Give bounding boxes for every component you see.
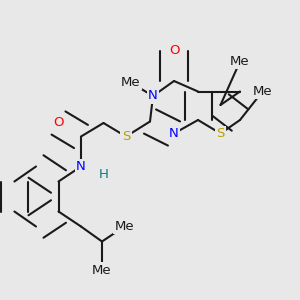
Text: O: O xyxy=(169,44,179,58)
Text: N: N xyxy=(169,127,179,140)
Text: Me: Me xyxy=(115,220,134,233)
Text: Me: Me xyxy=(92,263,112,277)
Text: S: S xyxy=(216,127,225,140)
Text: S: S xyxy=(122,130,130,143)
Text: O: O xyxy=(53,116,64,130)
Text: H: H xyxy=(99,167,108,181)
Text: N: N xyxy=(76,160,86,173)
Text: Me: Me xyxy=(121,76,140,89)
Text: Me: Me xyxy=(230,55,250,68)
Text: Me: Me xyxy=(253,85,272,98)
Text: N: N xyxy=(148,89,158,103)
